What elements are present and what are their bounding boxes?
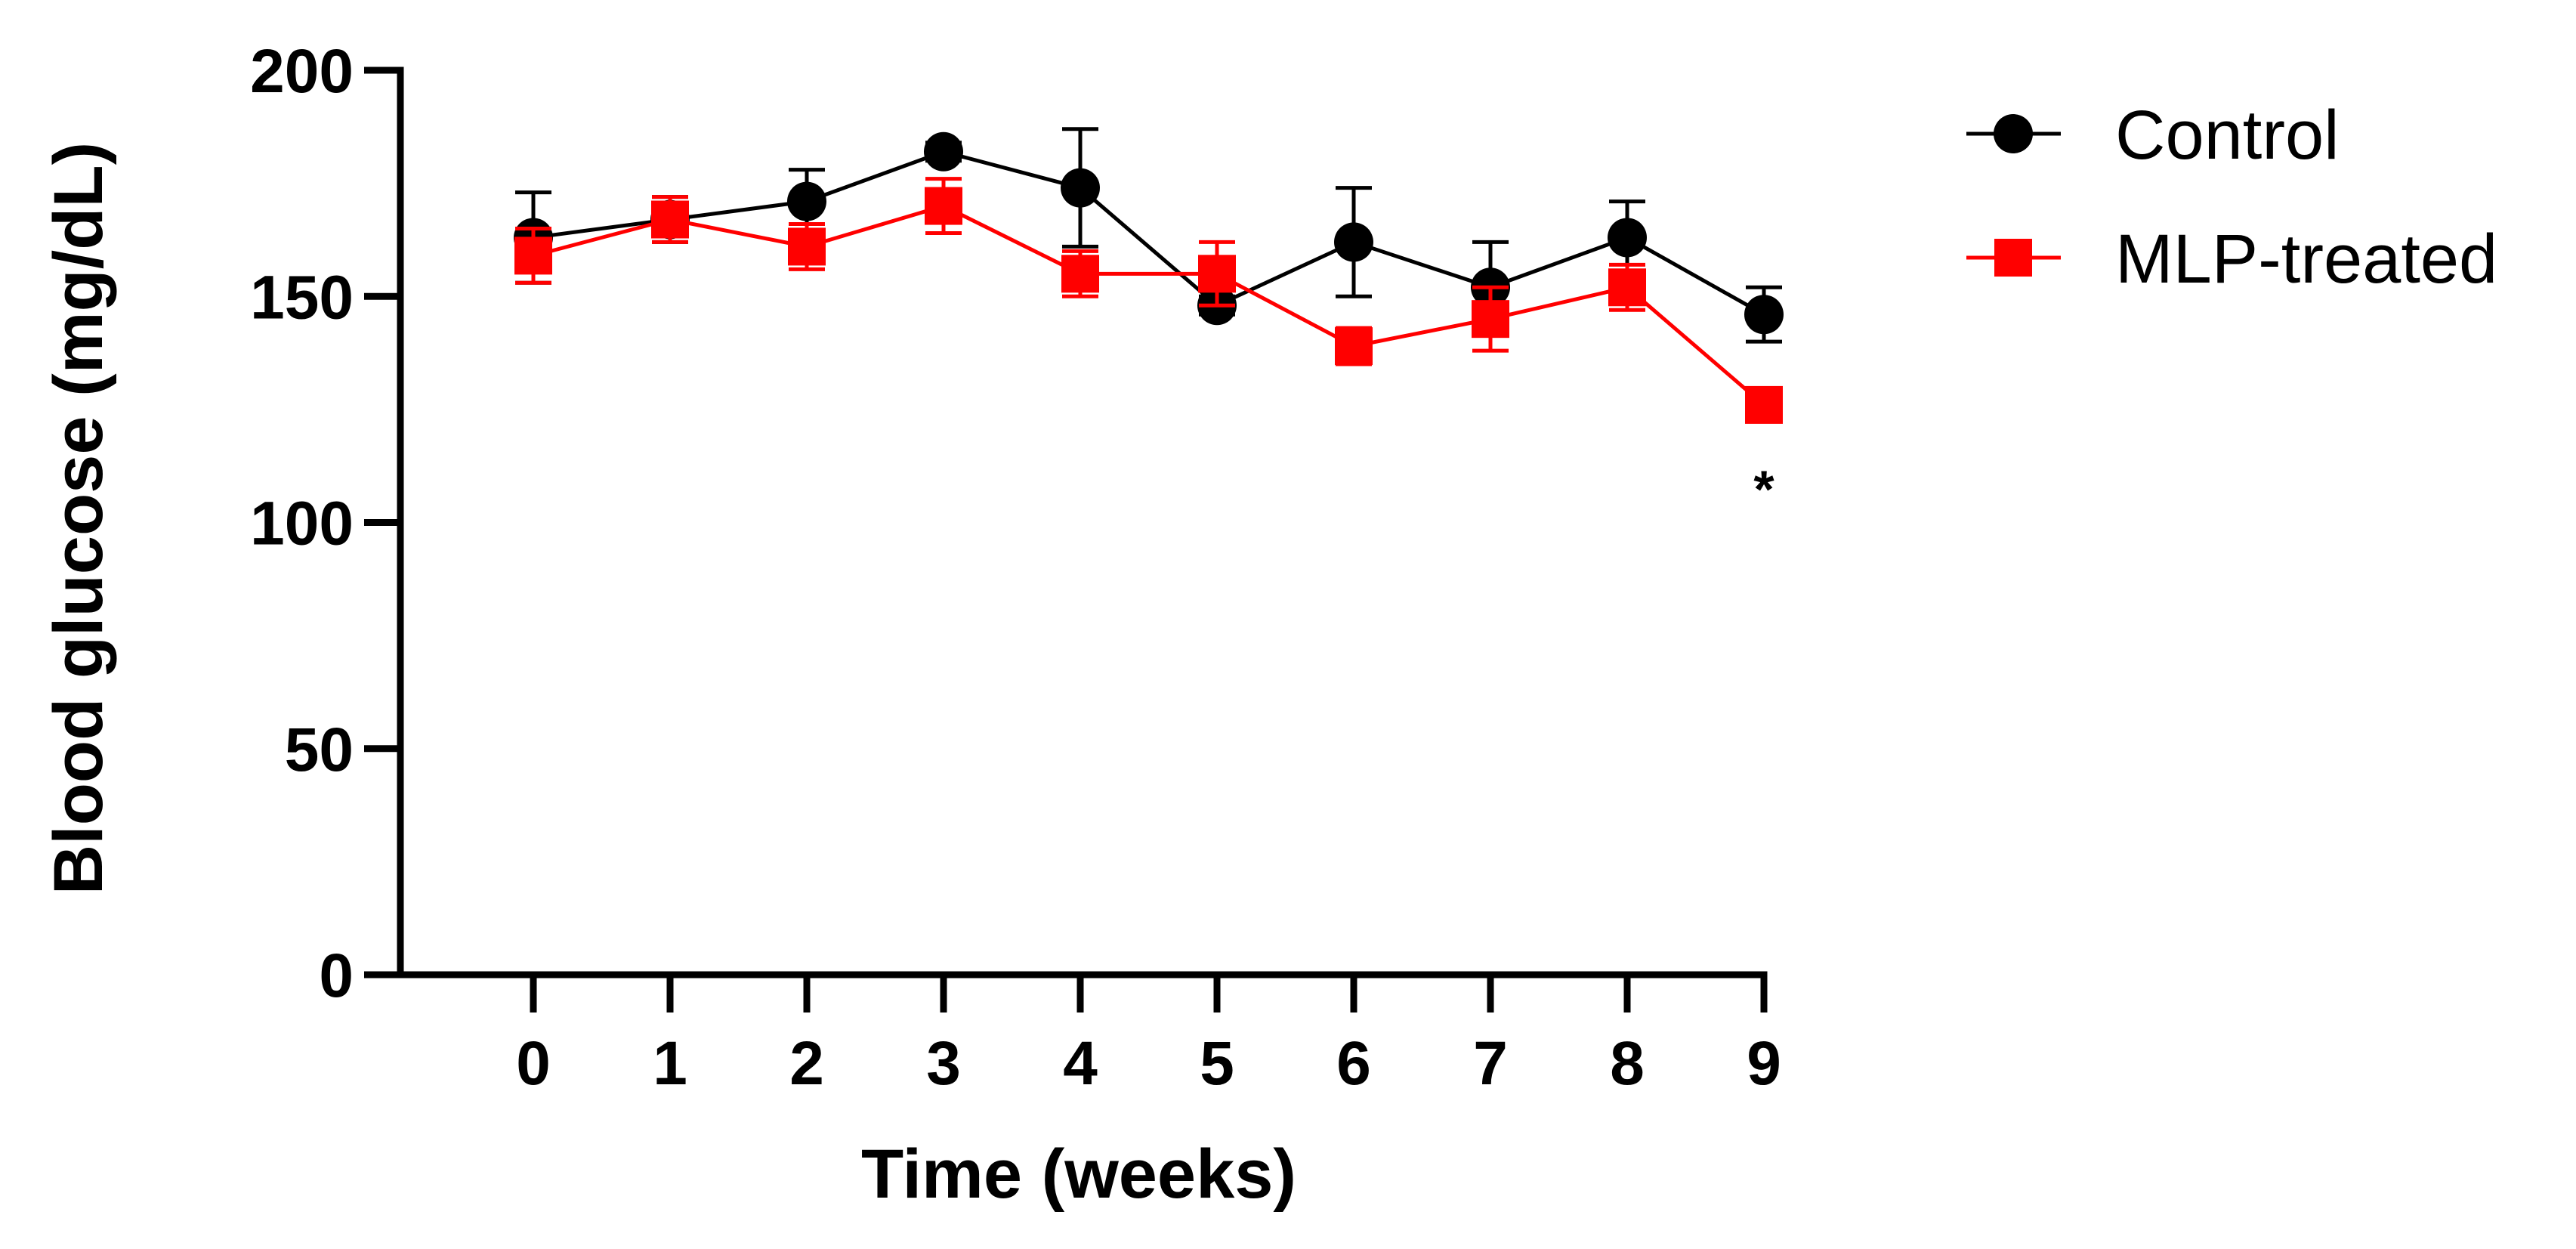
y-tick-label: 0 <box>319 941 354 1010</box>
x-tick-label: 4 <box>1063 1029 1098 1098</box>
data-point <box>787 181 826 221</box>
data-point <box>651 200 689 239</box>
y-tick-label: 150 <box>250 263 354 332</box>
data-point <box>924 131 963 172</box>
legend: Control MLP-treated <box>1966 97 2497 298</box>
data-point <box>788 227 826 266</box>
legend-marker <box>1994 239 2032 277</box>
annotation-layer: * <box>1753 460 1774 519</box>
y-tick-label: 100 <box>250 490 354 558</box>
x-tick-label: 3 <box>926 1029 961 1098</box>
x-tick-label: 6 <box>1336 1029 1371 1098</box>
x-axis-title: Time (weeks) <box>861 1136 1296 1213</box>
y-axis-title: Blood glucose (mg/dL) <box>40 142 117 895</box>
x-tick-label: 8 <box>1610 1029 1645 1098</box>
x-tick-label: 7 <box>1473 1029 1508 1098</box>
series-line <box>533 150 1765 317</box>
series-control <box>514 127 1784 344</box>
legend-item: MLP-treated <box>1966 221 2497 298</box>
y-ticks: 0 50 100 150 200 <box>250 37 400 1010</box>
x-tick-label: 1 <box>653 1029 687 1098</box>
legend-item: Control <box>1966 97 2340 174</box>
x-tick-label: 0 <box>516 1029 551 1098</box>
legend-marker <box>1994 114 2033 153</box>
legend-label: Control <box>2115 97 2340 174</box>
series-layer <box>514 127 1784 424</box>
x-tick-label: 9 <box>1747 1029 1781 1098</box>
data-point <box>925 187 962 225</box>
y-tick-label: 50 <box>285 716 354 784</box>
data-point <box>1608 268 1646 307</box>
data-point <box>1334 222 1373 262</box>
legend-label: MLP-treated <box>2115 221 2497 298</box>
data-point <box>1198 255 1236 293</box>
data-point <box>1608 218 1647 258</box>
data-point <box>1472 300 1509 339</box>
significance-marker: * <box>1753 460 1774 519</box>
data-point <box>1061 255 1099 293</box>
x-tick-label: 5 <box>1200 1029 1234 1098</box>
x-tick-label: 2 <box>789 1029 824 1098</box>
series-mlp-treated <box>514 177 1783 424</box>
data-point <box>1745 385 1783 424</box>
data-point <box>514 237 552 275</box>
y-tick-label: 200 <box>250 37 354 106</box>
x-ticks: 0 1 2 3 4 5 6 7 8 9 <box>516 975 1781 1098</box>
series-line <box>533 203 1765 407</box>
data-point <box>1744 295 1784 335</box>
data-point <box>1335 327 1373 366</box>
data-point <box>1061 168 1100 208</box>
